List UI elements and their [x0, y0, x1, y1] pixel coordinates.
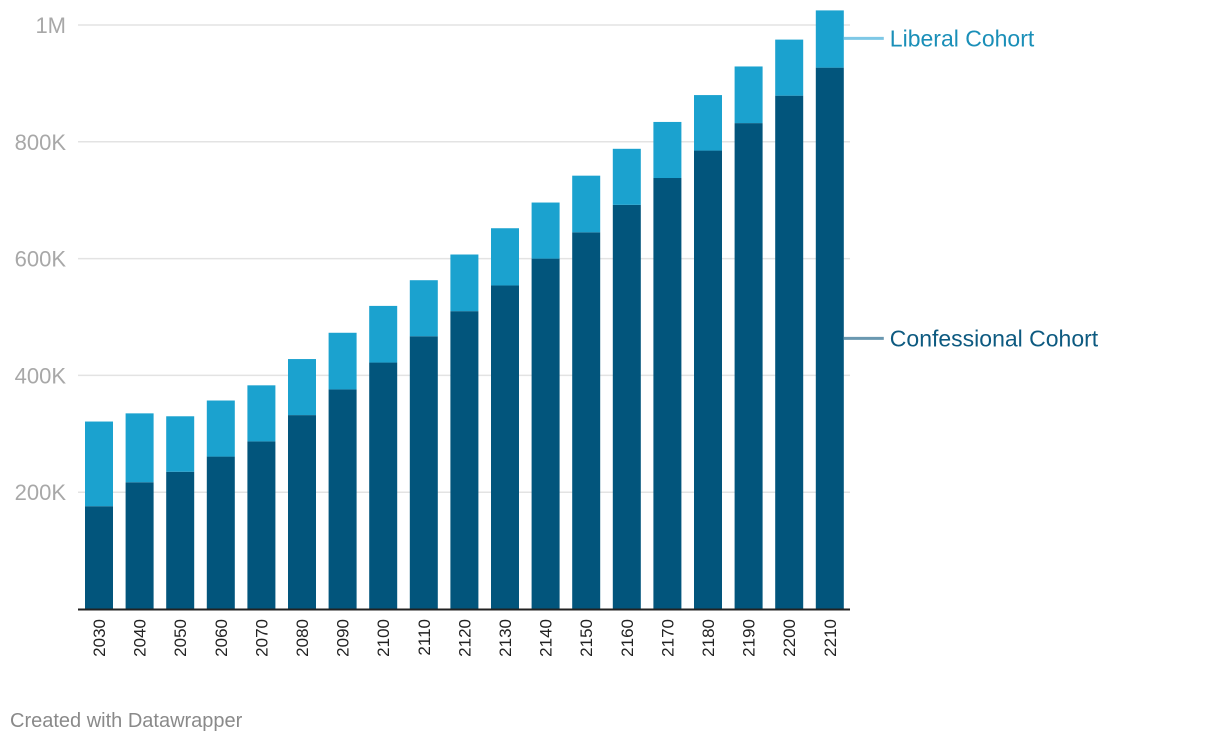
bar-liberal-2140 [531, 202, 560, 259]
bar-confessional-2060 [206, 456, 235, 609]
bars [85, 10, 844, 609]
bar-liberal-2070 [247, 385, 276, 442]
x-tick-label: 2040 [131, 619, 150, 657]
y-tick-label: 800K [15, 130, 67, 155]
bar-liberal-2080 [288, 359, 316, 416]
bar-confessional-2180 [694, 150, 722, 609]
x-tick-label: 2140 [537, 619, 556, 657]
y-tick-label: 400K [15, 363, 67, 388]
y-axis-tick-labels: 200K 400K 600K 800K 1M [15, 13, 67, 505]
bar-liberal-2160 [612, 148, 641, 205]
x-tick-label: 2070 [252, 619, 271, 657]
bar-confessional-2050 [166, 471, 195, 609]
x-tick-label: 2150 [577, 619, 596, 657]
bar-confessional-2120 [450, 311, 479, 609]
bar-liberal-2030 [85, 421, 113, 507]
bar-confessional-2110 [409, 336, 438, 609]
x-tick-label: 2180 [699, 619, 718, 657]
y-tick-label: 1M [35, 13, 66, 38]
y-tick-label: 600K [15, 247, 67, 272]
bar-liberal-2180 [694, 95, 722, 151]
bar-confessional-2150 [572, 232, 601, 609]
bar-confessional-2030 [85, 506, 113, 609]
x-tick-label: 2090 [334, 619, 353, 657]
bar-liberal-2060 [206, 400, 235, 457]
bar-confessional-2080 [288, 415, 316, 609]
bar-liberal-2050 [166, 416, 195, 472]
bar-confessional-2190 [734, 123, 763, 609]
bar-liberal-2040 [125, 413, 154, 483]
bar-confessional-2040 [125, 482, 154, 609]
y-tick-label: 200K [15, 480, 67, 505]
x-tick-label: 2060 [212, 619, 231, 657]
bar-liberal-2170 [653, 121, 682, 179]
x-tick-label: 2030 [90, 619, 109, 657]
bar-confessional-2170 [653, 178, 682, 609]
x-tick-label: 2170 [658, 619, 677, 657]
x-tick-label: 2050 [171, 619, 190, 657]
x-tick-label: 2190 [740, 619, 759, 657]
bar-confessional-2210 [815, 67, 844, 609]
x-axis-tick-labels: 2030 2040 2050 2060 2070 2080 2090 2100 2110 2120… [90, 619, 840, 657]
bar-liberal-2120 [450, 254, 479, 312]
bar-liberal-2200 [775, 39, 804, 96]
bar-liberal-2210 [815, 10, 844, 68]
series-labels: Confessional Cohort Liberal Cohort [843, 25, 1099, 351]
x-tick-label: 2130 [496, 619, 515, 657]
x-tick-label: 2100 [374, 619, 393, 657]
x-tick-label: 2120 [455, 619, 474, 657]
series-label-confessional: Confessional Cohort [890, 325, 1099, 351]
bar-confessional-2130 [491, 285, 519, 609]
x-tick-label: 2200 [780, 619, 799, 657]
bar-confessional-2100 [369, 362, 398, 609]
bar-confessional-2160 [612, 204, 641, 609]
x-tick-label: 2210 [821, 619, 840, 657]
bar-confessional-2090 [328, 389, 357, 609]
bar-liberal-2150 [572, 175, 601, 233]
bar-liberal-2130 [491, 228, 519, 286]
x-tick-label: 2110 [415, 619, 434, 656]
bar-liberal-2190 [734, 66, 763, 124]
x-tick-label: 2080 [293, 619, 312, 657]
bar-liberal-2090 [328, 332, 357, 390]
series-label-liberal: Liberal Cohort [890, 25, 1035, 51]
bar-liberal-2100 [369, 305, 398, 363]
bar-confessional-2070 [247, 441, 276, 609]
x-tick-label: 2160 [618, 619, 637, 657]
bar-liberal-2110 [409, 280, 438, 337]
bar-confessional-2140 [531, 258, 560, 609]
footer-credit: Created with Datawrapper [10, 710, 243, 732]
bar-confessional-2200 [775, 95, 804, 609]
